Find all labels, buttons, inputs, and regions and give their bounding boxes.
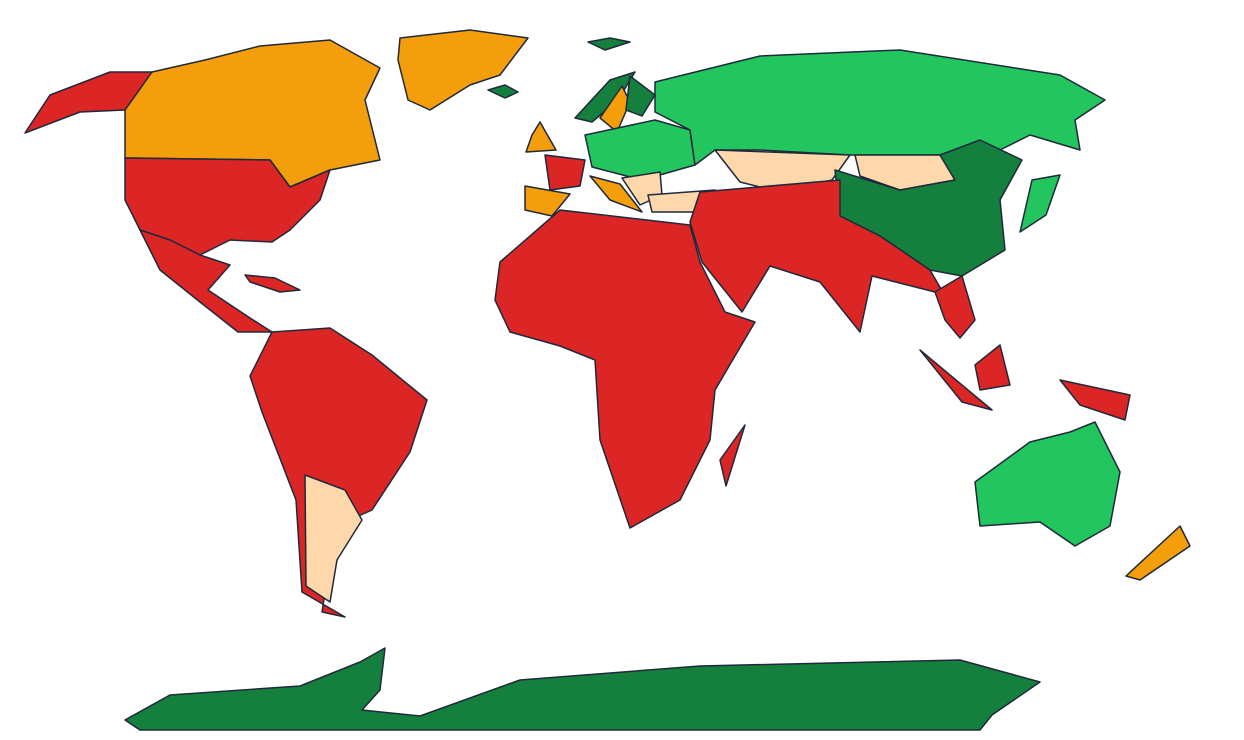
region-africa[interactable]: [494, 209, 756, 529]
region-central-europe[interactable]: [584, 119, 696, 181]
region-caribbean[interactable]: [244, 274, 301, 293]
region-australia[interactable]: [974, 421, 1121, 547]
region-iceland[interactable]: [487, 84, 519, 99]
region-sumatra[interactable]: [919, 349, 993, 411]
region-greenland[interactable]: [397, 29, 529, 111]
region-south-america[interactable]: [249, 327, 428, 618]
region-italy[interactable]: [589, 175, 643, 213]
region-finland[interactable]: [625, 75, 656, 117]
region-southeast-asia[interactable]: [934, 275, 976, 339]
region-alaska[interactable]: [24, 71, 153, 134]
region-svalbard[interactable]: [587, 37, 631, 51]
region-japan[interactable]: [1019, 174, 1061, 233]
region-russia[interactable]: [654, 49, 1106, 166]
region-norway[interactable]: [574, 71, 636, 123]
region-madagascar[interactable]: [719, 424, 746, 487]
region-borneo[interactable]: [974, 344, 1011, 391]
region-argentina[interactable]: [304, 474, 363, 603]
region-antarctica[interactable]: [124, 647, 1041, 731]
region-uk[interactable]: [525, 121, 557, 153]
region-new-zealand[interactable]: [1125, 525, 1191, 581]
region-france[interactable]: [544, 154, 586, 191]
region-papua-new-guinea[interactable]: [1059, 379, 1131, 421]
region-middle-east-south-asia[interactable]: [689, 179, 961, 333]
region-mexico-central-america[interactable]: [139, 229, 273, 333]
